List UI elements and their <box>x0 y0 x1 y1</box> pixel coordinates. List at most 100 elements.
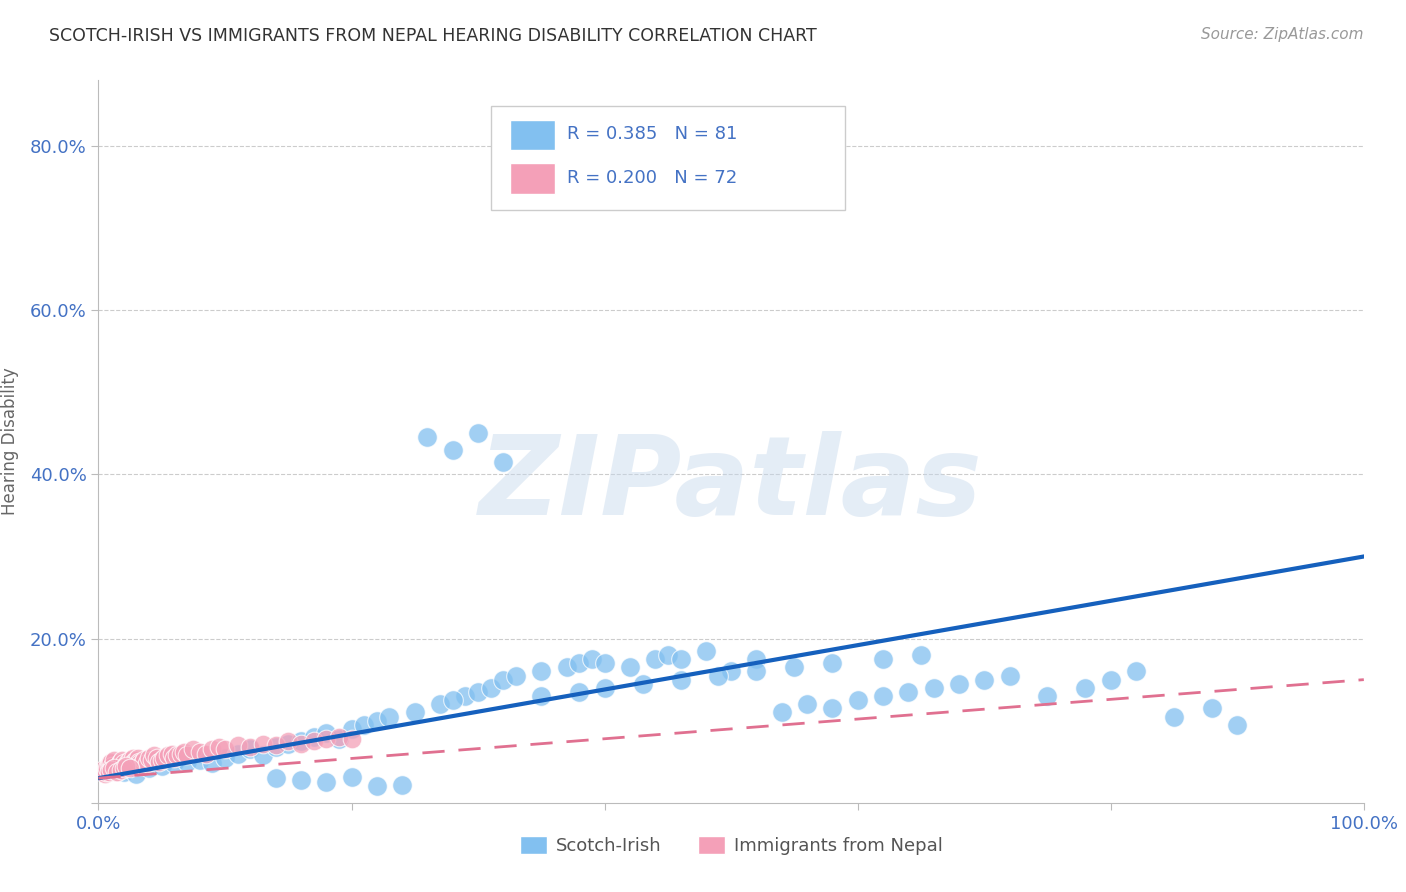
Point <box>104 761 127 775</box>
Point <box>96 761 118 775</box>
Point <box>378 709 401 723</box>
Point <box>1099 673 1122 687</box>
Text: Source: ZipAtlas.com: Source: ZipAtlas.com <box>1201 27 1364 42</box>
Point <box>1036 689 1059 703</box>
Point <box>239 742 262 756</box>
Point <box>353 718 375 732</box>
Point <box>166 748 188 763</box>
Point <box>100 755 122 769</box>
FancyBboxPatch shape <box>510 120 555 151</box>
Point <box>707 668 730 682</box>
FancyBboxPatch shape <box>510 163 555 194</box>
Point <box>302 734 325 748</box>
Point <box>214 750 236 764</box>
Point <box>176 748 198 763</box>
Point <box>315 731 337 746</box>
Text: ZIPatlas: ZIPatlas <box>479 432 983 539</box>
Point <box>188 745 211 759</box>
Point <box>112 764 135 779</box>
Point <box>132 755 155 769</box>
Point <box>150 759 173 773</box>
Point <box>173 745 195 759</box>
Point <box>555 660 578 674</box>
Point <box>467 685 489 699</box>
Point <box>138 750 160 764</box>
Point <box>821 657 844 671</box>
Point <box>163 756 186 771</box>
Point <box>922 681 945 695</box>
Point <box>1201 701 1223 715</box>
Point <box>125 767 148 781</box>
Point <box>581 652 603 666</box>
Point <box>97 764 120 779</box>
Point <box>745 665 768 679</box>
Point <box>194 747 218 761</box>
Point <box>110 763 132 777</box>
Point <box>328 730 350 744</box>
Point <box>97 759 120 773</box>
Point <box>226 739 249 753</box>
Point <box>315 726 337 740</box>
Point <box>91 763 114 777</box>
Point <box>103 761 125 775</box>
Point <box>131 759 153 773</box>
Text: R = 0.200   N = 72: R = 0.200 N = 72 <box>567 169 737 186</box>
Point <box>239 739 262 754</box>
Point <box>998 668 1021 682</box>
Point <box>910 648 932 662</box>
Point <box>429 698 451 712</box>
Point <box>141 753 163 767</box>
Point <box>169 747 191 761</box>
Point <box>872 652 894 666</box>
Point <box>1125 665 1147 679</box>
Point <box>657 648 679 662</box>
Point <box>1074 681 1097 695</box>
Point <box>505 668 527 682</box>
Point <box>669 652 692 666</box>
Point <box>872 689 894 703</box>
Point <box>100 763 122 777</box>
Point <box>340 731 363 746</box>
Point <box>416 430 439 444</box>
Point <box>115 761 138 775</box>
Point <box>128 755 150 769</box>
Point <box>745 652 768 666</box>
Point <box>315 775 337 789</box>
Point <box>479 681 502 695</box>
Point <box>145 750 167 764</box>
Point <box>153 750 176 764</box>
Point <box>530 665 553 679</box>
Point <box>631 677 654 691</box>
Point <box>264 771 287 785</box>
Point <box>796 698 818 712</box>
Point <box>441 442 464 457</box>
Point <box>214 742 236 756</box>
Point <box>404 706 426 720</box>
Point <box>264 739 287 754</box>
Point <box>366 714 388 728</box>
Point <box>720 665 742 679</box>
Point <box>105 764 128 779</box>
Point <box>100 763 122 777</box>
Point <box>118 756 141 771</box>
Text: SCOTCH-IRISH VS IMMIGRANTS FROM NEPAL HEARING DISABILITY CORRELATION CHART: SCOTCH-IRISH VS IMMIGRANTS FROM NEPAL HE… <box>49 27 817 45</box>
Point <box>290 734 312 748</box>
Point <box>107 759 129 773</box>
Point <box>110 755 132 769</box>
Point <box>112 761 135 775</box>
Point <box>183 742 205 756</box>
Point <box>897 685 920 699</box>
Point <box>115 759 138 773</box>
Point <box>277 737 299 751</box>
Point <box>619 660 641 674</box>
Point <box>1226 718 1249 732</box>
Point <box>208 739 231 754</box>
Point <box>340 770 363 784</box>
Point <box>201 756 224 771</box>
Point <box>176 755 198 769</box>
Point <box>441 693 464 707</box>
Point <box>290 772 312 787</box>
Point <box>302 730 325 744</box>
Point <box>135 756 157 771</box>
Point <box>157 748 180 763</box>
